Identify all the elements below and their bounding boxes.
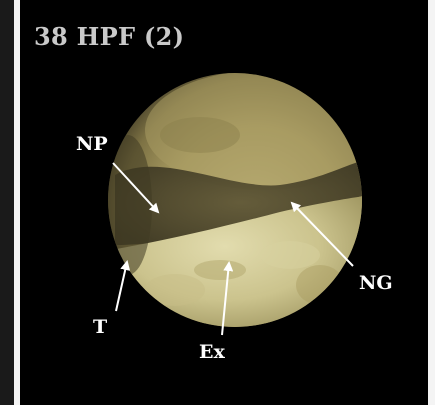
frame-left-bar <box>0 0 14 405</box>
label-t: T <box>93 316 108 338</box>
label-np: NP <box>76 133 108 155</box>
label-ng: NG <box>359 272 393 294</box>
label-ex: Ex <box>199 341 225 363</box>
arrow-np <box>112 162 160 214</box>
arrow-ng <box>290 201 354 267</box>
embryo-left-shadow <box>108 135 152 275</box>
embryo-micrograph <box>108 73 362 336</box>
neural-band <box>115 160 362 245</box>
image-panel: 38 HPF (2) NP NG T Ex <box>20 0 428 405</box>
frame-right-border <box>428 0 435 405</box>
frame-left-border <box>14 0 20 405</box>
arrow-ex <box>221 261 234 336</box>
arrow-t <box>115 260 131 312</box>
panel-title: 38 HPF (2) <box>34 22 185 51</box>
